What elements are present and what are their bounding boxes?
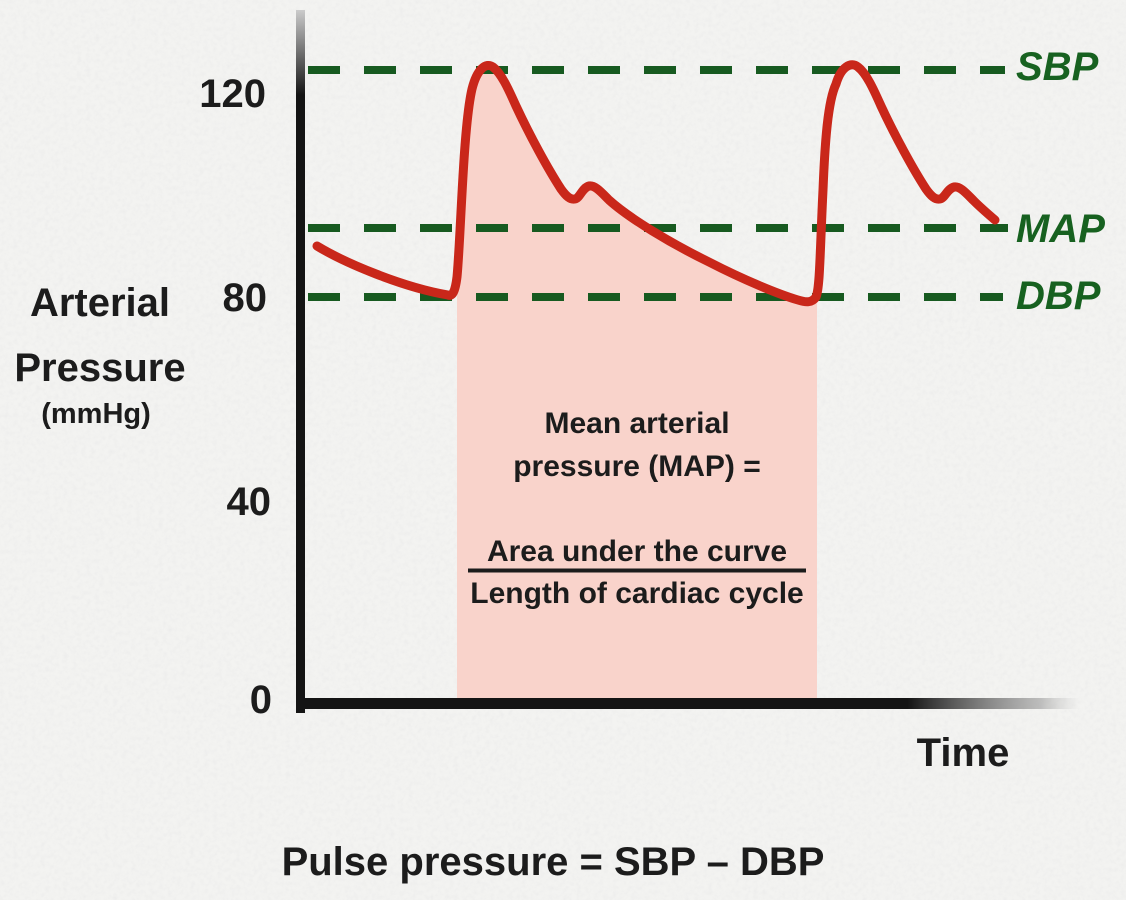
sbp-label: SBP [1016, 45, 1099, 89]
map-fraction-numerator: Area under the curve [487, 535, 787, 568]
pulse-pressure-formula: Pulse pressure = SBP – DBP [282, 840, 825, 884]
y-axis-title-line2: Pressure [14, 346, 185, 390]
y-axis-title-units: (mmHg) [41, 398, 151, 430]
y-tick-120: 120 [199, 72, 266, 116]
y-tick-40: 40 [227, 480, 272, 524]
map-annotation-line1: Mean arterial [544, 407, 729, 440]
dbp-label: DBP [1016, 274, 1101, 318]
y-tick-80: 80 [223, 276, 268, 320]
map-fraction-denominator: Length of cardiac cycle [470, 577, 803, 610]
y-tick-0: 0 [250, 678, 272, 722]
pressure-waveform [312, 60, 1000, 307]
map-label: MAP [1016, 207, 1105, 251]
x-axis-label: Time [917, 731, 1010, 775]
map-annotation-line2: pressure (MAP) = [513, 450, 761, 483]
y-axis-title-line1: Arterial [30, 281, 170, 325]
cardiac-cycle-shaded-area [457, 65, 817, 699]
